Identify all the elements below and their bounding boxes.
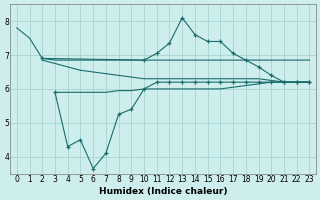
X-axis label: Humidex (Indice chaleur): Humidex (Indice chaleur) (99, 187, 228, 196)
